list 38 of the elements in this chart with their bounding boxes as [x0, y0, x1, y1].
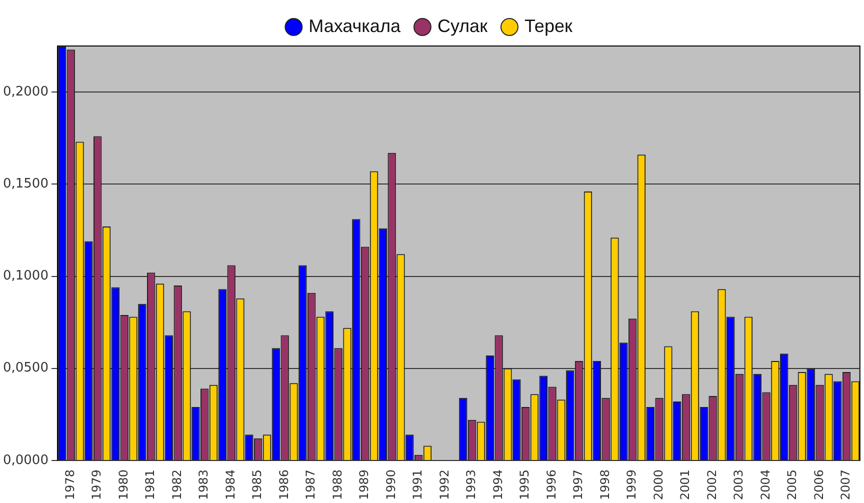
x-tick-label: 1991 [410, 469, 425, 500]
x-tick-label: 1982 [170, 469, 184, 500]
x-tick-label: 1996 [544, 469, 558, 500]
x-tick-label: 1989 [357, 469, 372, 500]
x-tick-label: 1983 [196, 469, 211, 500]
x-tick-label: 2001 [678, 469, 692, 500]
x-tick-label: 1993 [464, 469, 478, 500]
x-tick-label: 1981 [143, 469, 158, 500]
x-tick-label: 1997 [571, 469, 586, 500]
x-tick-label: 1988 [330, 469, 344, 500]
x-tick-label: 1999 [624, 469, 639, 500]
x-tick-label: 1980 [116, 469, 130, 500]
x-tick-label: 1985 [250, 469, 264, 500]
x-tick-label: 1979 [90, 469, 104, 500]
legend-label: Сулак [437, 16, 488, 36]
x-tick-label: 2003 [732, 469, 746, 500]
y-tick-label: 0,1000 [2, 268, 48, 284]
x-tick-label: 2005 [785, 469, 800, 500]
y-tick-label: 0,2000 [2, 84, 48, 100]
x-tick-label: 1992 [437, 469, 452, 500]
x-tick-label: 2007 [838, 469, 853, 500]
x-tick-label: 1998 [598, 469, 612, 500]
x-tick-label: 2006 [812, 469, 826, 500]
x-tick-label: 1987 [304, 469, 318, 500]
x-tick-label: 1986 [276, 469, 291, 500]
x-tick-label: 1984 [223, 469, 238, 500]
x-tick-label: 2002 [704, 469, 719, 500]
x-tick-label: 1995 [518, 469, 532, 500]
y-tick-label: 0,0000 [2, 452, 48, 468]
x-tick-label: 1990 [384, 469, 398, 500]
x-tick-label: 2004 [758, 469, 772, 500]
y-tick-label: 0,1500 [2, 176, 48, 192]
legend-label: Терек [524, 16, 572, 36]
y-tick-label: 0,0500 [2, 360, 48, 376]
x-tick-label: 1978 [62, 469, 77, 500]
x-tick-label: 2000 [651, 469, 666, 500]
legend-label: Махачкала [308, 16, 402, 36]
x-tick-label: 1994 [490, 469, 505, 500]
